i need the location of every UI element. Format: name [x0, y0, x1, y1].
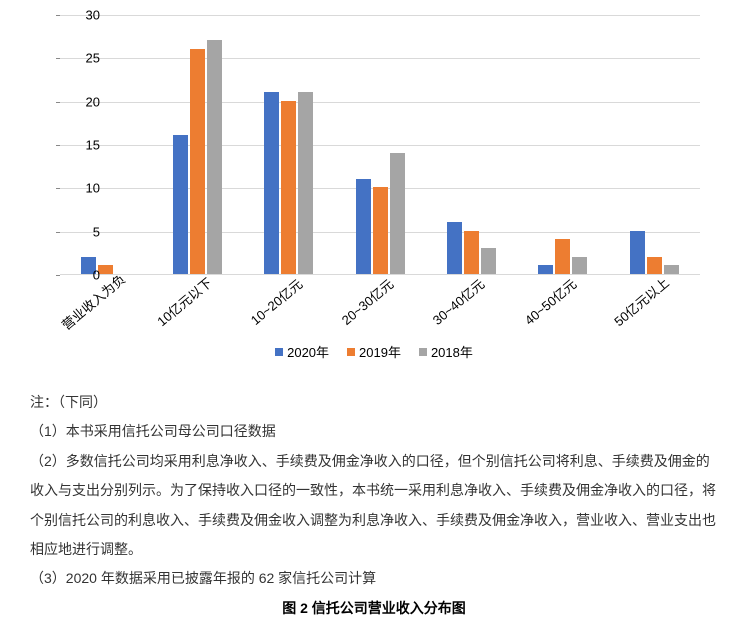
bar-group	[624, 231, 684, 274]
chart-container: 2020年2019年2018年 051015202530营业收入为负10亿元以下…	[0, 0, 748, 380]
x-tick-label: 50亿元以上	[601, 265, 682, 337]
legend-swatch	[419, 348, 427, 356]
legend-swatch	[347, 348, 355, 356]
y-tick-label: 20	[70, 94, 100, 109]
legend-swatch	[275, 348, 283, 356]
bar	[647, 257, 662, 274]
x-tick-label: 10~20亿元	[235, 265, 316, 337]
figure-caption: 图 2 信托公司营业收入分布图	[0, 594, 748, 628]
x-tick-label: 10亿元以下	[144, 265, 225, 337]
plot-area	[60, 15, 700, 275]
y-tick-mark	[56, 232, 60, 233]
bar-group	[167, 40, 227, 274]
y-tick-label: 10	[70, 181, 100, 196]
note-item: （2）多数信托公司均采用利息净收入、手续费及佣金净收入的口径，但个别信托公司将利…	[30, 447, 718, 565]
y-tick-mark	[56, 145, 60, 146]
bar	[538, 265, 553, 274]
gridline	[60, 58, 700, 59]
bar	[173, 135, 188, 274]
gridline	[60, 102, 700, 103]
y-tick-label: 0	[70, 268, 100, 283]
x-tick-label: 30~40亿元	[418, 265, 499, 337]
bar	[464, 231, 479, 274]
y-tick-mark	[56, 188, 60, 189]
bar	[298, 92, 313, 274]
legend-item: 2020年	[275, 342, 329, 361]
y-tick-mark	[56, 15, 60, 16]
y-tick-mark	[56, 102, 60, 103]
legend-label: 2018年	[431, 342, 473, 361]
bar	[447, 222, 462, 274]
bar	[630, 231, 645, 274]
bar-group	[350, 153, 410, 274]
y-tick-label: 5	[70, 224, 100, 239]
note-item: （3）2020 年数据采用已披露年报的 62 家信托公司计算	[30, 564, 718, 593]
legend-label: 2020年	[287, 342, 329, 361]
gridline	[60, 145, 700, 146]
notes-heading: 注：（下同）	[30, 388, 718, 417]
bar	[356, 179, 371, 274]
gridline	[60, 15, 700, 16]
y-tick-label: 15	[70, 138, 100, 153]
bar	[264, 92, 279, 274]
legend: 2020年 2019年 2018年	[0, 342, 748, 361]
x-tick-label: 40~50亿元	[509, 265, 590, 337]
bar-group	[259, 92, 319, 274]
note-item: （1）本书采用信托公司母公司口径数据	[30, 417, 718, 446]
bar-group	[533, 239, 593, 274]
notes-list: （1）本书采用信托公司母公司口径数据（2）多数信托公司均采用利息净收入、手续费及…	[30, 417, 718, 593]
y-tick-mark	[56, 58, 60, 59]
y-tick-label: 25	[70, 51, 100, 66]
y-tick-mark	[56, 275, 60, 276]
bar	[207, 40, 222, 274]
bar	[390, 153, 405, 274]
bar	[281, 101, 296, 274]
legend-item: 2019年	[347, 342, 401, 361]
bar	[373, 187, 388, 274]
bar-group	[441, 222, 501, 274]
y-tick-label: 30	[70, 8, 100, 23]
x-tick-label: 20~30亿元	[326, 265, 407, 337]
bar	[555, 239, 570, 274]
legend-label: 2019年	[359, 342, 401, 361]
notes-section: 注：（下同） （1）本书采用信托公司母公司口径数据（2）多数信托公司均采用利息净…	[0, 380, 748, 594]
legend-item: 2018年	[419, 342, 473, 361]
bar	[190, 49, 205, 274]
